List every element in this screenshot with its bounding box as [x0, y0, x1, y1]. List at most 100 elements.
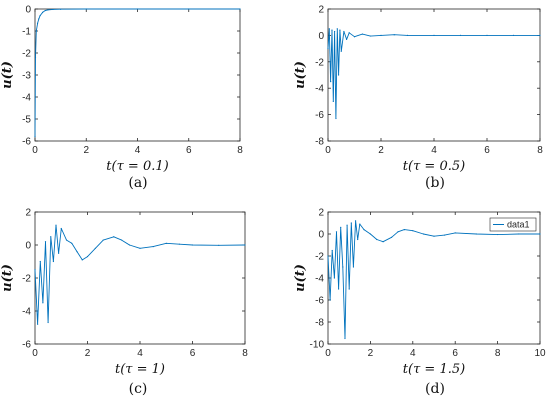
- data-point: [52, 8, 54, 11]
- x-axis-label: t(τ = 0.1): [106, 159, 168, 174]
- data-point: [331, 249, 333, 252]
- data-point: [42, 11, 44, 13]
- x-tick-label: 2: [378, 145, 384, 156]
- axes-frame: [34, 8, 241, 142]
- data-point: [338, 74, 340, 76]
- data-point: [433, 34, 435, 37]
- x-tick-label: 8: [237, 145, 243, 156]
- y-tick-label: -2: [22, 49, 31, 60]
- data-point: [165, 242, 167, 244]
- y-tick-label: 0: [25, 241, 31, 252]
- data-point: [412, 230, 414, 232]
- axes-frame: [34, 211, 246, 345]
- data-point: [497, 233, 499, 236]
- y-tick-label: -2: [315, 252, 324, 263]
- data-point: [329, 299, 331, 301]
- data-point: [391, 236, 393, 238]
- data-point: [188, 8, 190, 10]
- data-point: [327, 255, 329, 257]
- y-tick-label: -8: [315, 318, 324, 329]
- data-point: [39, 14, 41, 17]
- x-tick-label: 0: [325, 348, 331, 359]
- data-point: [350, 222, 352, 224]
- data-point: [102, 239, 104, 241]
- data-point: [369, 35, 371, 37]
- data-point: [539, 233, 541, 235]
- data-point: [361, 33, 364, 35]
- data-point: [60, 227, 62, 230]
- chart-panel-3: 0 2 4 6 8 -6 -4 -2 0 2 t(τ = 1) u(t) (c): [0, 208, 248, 398]
- data-point: [422, 233, 424, 235]
- x-axis-label: t(τ = 0.5): [403, 159, 465, 174]
- data-point: [376, 238, 378, 241]
- data-point: [359, 223, 361, 225]
- data-point: [369, 233, 371, 235]
- data-point: [44, 9, 46, 12]
- data-point: [339, 29, 341, 31]
- data-point: [37, 323, 39, 325]
- data-point: [76, 251, 78, 253]
- x-tick-label: 4: [137, 348, 143, 359]
- x-tick-label: 6: [190, 348, 196, 359]
- y-axis-label: u(t): [0, 61, 15, 89]
- series-line: [34, 224, 246, 325]
- legend-label: data1: [507, 220, 530, 230]
- data-point: [55, 224, 57, 226]
- data-point: [328, 28, 330, 30]
- x-tick-label: 6: [186, 145, 192, 156]
- data-point: [382, 241, 384, 243]
- data-point: [334, 30, 336, 33]
- x-axis-label: t(τ = 1): [115, 362, 165, 377]
- data-point: [340, 50, 342, 52]
- y-tick-label: -6: [315, 296, 324, 307]
- data-point: [327, 48, 329, 50]
- data-point: [128, 244, 131, 246]
- data-point: [136, 8, 139, 10]
- data-point: [71, 242, 73, 244]
- y-tick-label: -6: [315, 110, 324, 121]
- data-point: [406, 34, 409, 37]
- data-point: [34, 56, 37, 59]
- x-tick-label: 0: [32, 348, 38, 359]
- y-tick-label: 0: [25, 5, 31, 16]
- y-tick-label: 0: [318, 31, 324, 42]
- y-tick-label: -4: [22, 93, 31, 104]
- data-point: [393, 34, 395, 36]
- x-tick-label: 4: [135, 145, 141, 156]
- chart-panel-1: 0 2 4 6 8 -6 -5 -4 -3 -2 -1 0 t(τ = 0.1) u(t) (a): [0, 5, 243, 192]
- data-point: [218, 244, 220, 246]
- data-point: [348, 32, 350, 34]
- y-tick-label: -3: [22, 71, 31, 82]
- data-point: [34, 269, 36, 271]
- data-point: [353, 36, 356, 38]
- data-point: [47, 9, 49, 11]
- y-tick-label: -6: [22, 340, 31, 351]
- data-point: [454, 232, 456, 234]
- data-point: [363, 229, 365, 231]
- y-tick-label: 2: [318, 208, 324, 219]
- data-point: [65, 239, 68, 241]
- data-point: [42, 302, 44, 304]
- axes-frame: [327, 211, 541, 345]
- data-point: [35, 30, 37, 32]
- x-tick-label: 4: [410, 348, 416, 359]
- data-point: [475, 233, 477, 235]
- data-point: [333, 277, 335, 279]
- series-line: [327, 220, 540, 339]
- y-axis-label: u(t): [293, 264, 308, 292]
- x-tick-label: 0: [325, 145, 331, 156]
- data-point: [340, 226, 342, 228]
- data-point: [335, 117, 337, 120]
- data-point: [47, 321, 49, 324]
- x-tick-label: 8: [242, 348, 248, 359]
- data-point: [397, 231, 399, 233]
- data-point: [352, 266, 355, 268]
- x-tick-label: 6: [484, 145, 490, 156]
- y-tick-label: -5: [22, 115, 31, 126]
- data-point: [348, 288, 350, 290]
- data-point: [512, 34, 515, 37]
- data-point: [239, 8, 241, 10]
- x-tick-label: 4: [431, 145, 437, 156]
- x-tick-label: 10: [534, 348, 546, 359]
